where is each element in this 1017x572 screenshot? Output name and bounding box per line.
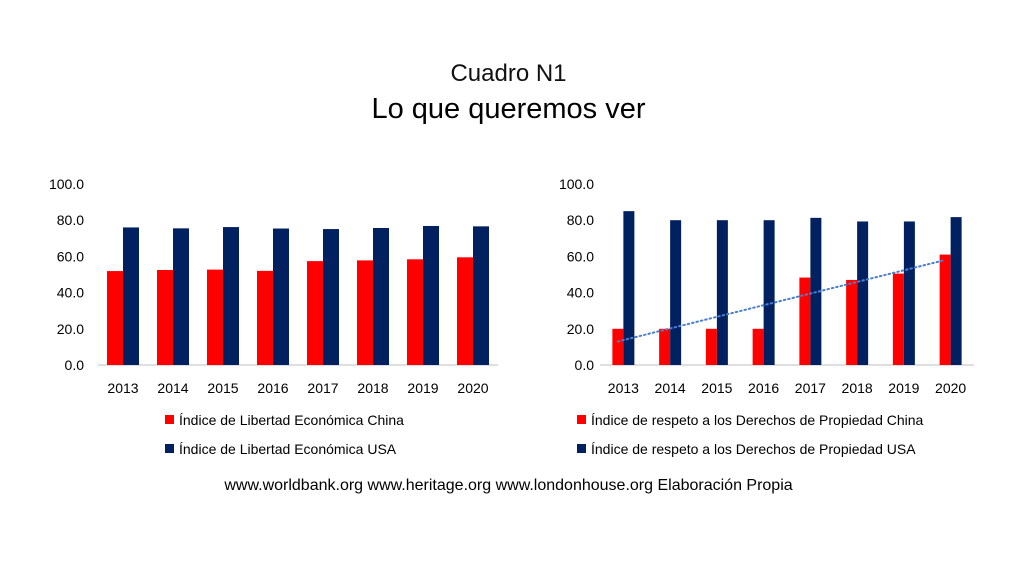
y-tick-label: 40.0 — [57, 285, 84, 301]
legend-swatch-china — [165, 415, 174, 424]
bar-china-2018 — [357, 260, 373, 365]
x-tick-label: 2013 — [107, 380, 138, 396]
y-tick-label: 40.0 — [567, 285, 594, 301]
legend-label-china: Índice de Libertad Económica China — [179, 412, 404, 428]
bar-china-2015 — [207, 269, 223, 365]
x-tick-label: 2017 — [307, 380, 338, 396]
x-tick-label: 2020 — [457, 380, 488, 396]
bar-usa-2015 — [716, 220, 728, 365]
bar-china-2016 — [752, 328, 764, 365]
bar-usa-2019 — [423, 225, 439, 365]
bar-usa-2018 — [857, 221, 869, 365]
y-tick-label: 80.0 — [567, 212, 594, 228]
trendline-china — [616, 259, 947, 343]
bar-china-2019 — [407, 259, 423, 365]
x-tick-label: 2020 — [935, 380, 966, 396]
legend-label-usa: Índice de respeto a los Derechos de Prop… — [591, 441, 916, 457]
bar-usa-2016 — [273, 228, 289, 365]
legend-label-usa: Índice de Libertad Económica USA — [179, 441, 397, 457]
page-title: Lo que queremos ver — [371, 93, 646, 125]
bar-china-2013 — [612, 328, 624, 365]
y-tick-label: 100.0 — [559, 176, 594, 192]
bar-usa-2014 — [670, 220, 682, 365]
y-tick-label: 80.0 — [57, 212, 84, 228]
bar-usa-2020 — [950, 217, 962, 365]
legend-swatch-china — [577, 415, 586, 424]
x-tick-label: 2015 — [207, 380, 238, 396]
x-tick-label: 2016 — [748, 380, 779, 396]
bar-china-2015 — [705, 328, 717, 365]
bar-china-2016 — [257, 270, 273, 365]
bar-usa-2014 — [173, 228, 189, 365]
y-tick-label: 20.0 — [567, 321, 594, 337]
y-tick-label: 60.0 — [567, 248, 594, 264]
bar-usa-2019 — [903, 221, 915, 365]
y-tick-label: 60.0 — [57, 248, 84, 264]
x-tick-label: 2019 — [407, 380, 438, 396]
bar-china-2020 — [939, 254, 951, 365]
bar-china-2018 — [846, 279, 858, 365]
y-tick-label: 20.0 — [57, 321, 84, 337]
bar-china-2014 — [157, 269, 173, 365]
x-tick-label: 2018 — [842, 380, 873, 396]
bar-usa-2016 — [763, 220, 775, 365]
bar-china-2020 — [457, 257, 473, 365]
bar-usa-2018 — [373, 227, 389, 365]
bar-china-2019 — [892, 273, 904, 365]
bar-china-2013 — [107, 271, 123, 365]
y-tick-label: 0.0 — [65, 357, 85, 373]
legend-label-china: Índice de respeto a los Derechos de Prop… — [591, 412, 924, 428]
bar-usa-2015 — [223, 227, 239, 365]
x-tick-label: 2015 — [701, 380, 732, 396]
chart-property-rights: 0.0 20.0 40.0 60.0 80.0 100.0 2013 2014 2015 2016… — [559, 176, 974, 457]
bar-usa-2020 — [473, 226, 489, 365]
bar-usa-2013 — [123, 227, 139, 365]
bar-china-2014 — [659, 328, 671, 365]
chart-subtitle: Cuadro N1 — [450, 60, 567, 87]
x-tick-label: 2016 — [257, 380, 288, 396]
bar-usa-2013 — [623, 211, 635, 365]
x-tick-label: 2014 — [655, 380, 686, 396]
x-tick-label: 2017 — [795, 380, 826, 396]
bar-china-2017 — [799, 277, 811, 365]
legend-swatch-usa — [577, 444, 586, 453]
y-tick-label: 100.0 — [49, 176, 84, 192]
source-note: www.worldbank.org www.heritage.org www.l… — [224, 477, 793, 494]
bar-china-2017 — [307, 261, 323, 365]
y-tick-label: 0.0 — [575, 357, 595, 373]
bar-usa-2017 — [323, 229, 339, 365]
chart-economic-freedom: 0.0 20.0 40.0 60.0 80.0 100.0 2013 2014 2015 2016… — [49, 176, 498, 457]
x-tick-label: 2019 — [888, 380, 919, 396]
x-tick-label: 2018 — [357, 380, 388, 396]
legend-swatch-usa — [165, 444, 174, 453]
x-tick-label: 2013 — [608, 380, 639, 396]
x-tick-label: 2014 — [157, 380, 188, 396]
